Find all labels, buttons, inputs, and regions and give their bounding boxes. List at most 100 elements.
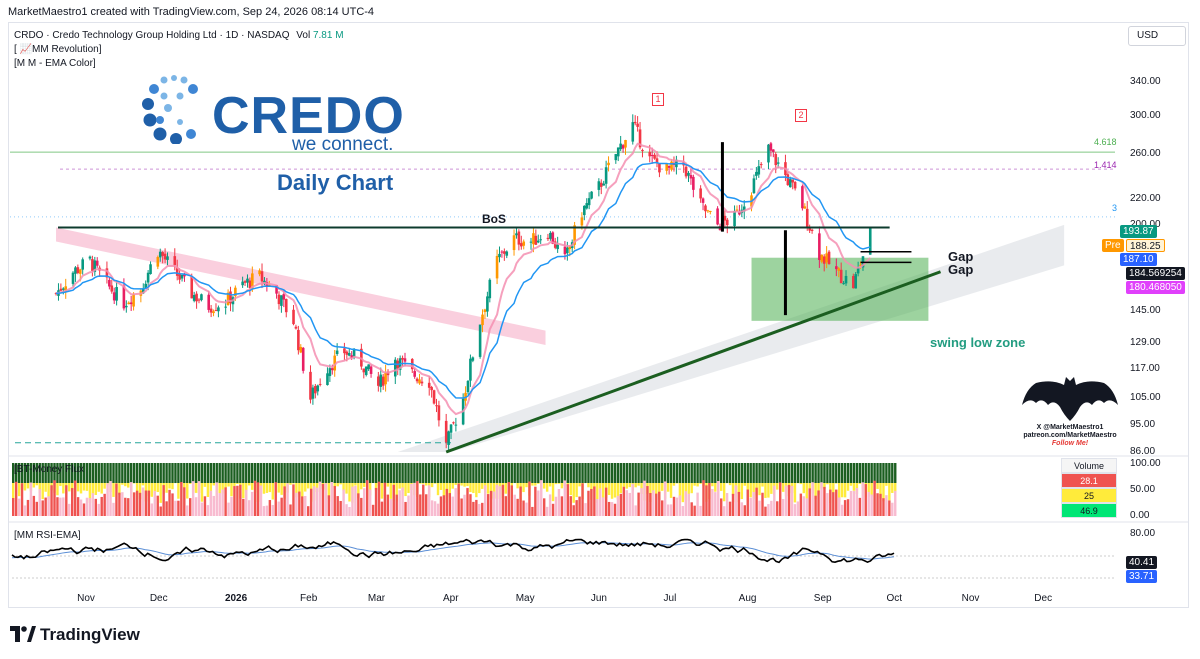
- mf-bar-neutral: [628, 483, 631, 488]
- mf-bar-neutral: [814, 483, 817, 500]
- mf-bar-buy: [218, 463, 221, 483]
- mf-bar-sell: [793, 504, 797, 516]
- mf-bar-sell: [451, 496, 454, 516]
- mf-bar-buy: [702, 463, 705, 483]
- mf-bar-sell: [401, 487, 404, 516]
- candle-body: [587, 198, 591, 206]
- mf-bar-neutral: [121, 483, 124, 485]
- mf-bar-neutral: [711, 483, 714, 487]
- mf-bar-sell: [764, 506, 767, 516]
- mf-bar-sell: [840, 504, 844, 516]
- mf-bar-buy: [852, 463, 856, 483]
- mf-bar-buy: [879, 463, 882, 483]
- mf-bar-buy: [486, 463, 490, 483]
- mf-bar-sell: [118, 492, 121, 516]
- mf-bar-sell: [855, 487, 859, 516]
- mf-bar-neutral: [65, 483, 68, 486]
- candle-body: [435, 405, 438, 407]
- candle-body: [687, 172, 690, 176]
- mf-bar-buy: [112, 463, 115, 483]
- mf-bar-neutral: [230, 483, 233, 497]
- mf-bar-sell: [478, 503, 481, 516]
- mf-bar-buy: [484, 463, 487, 483]
- mf-bar-buy: [109, 463, 112, 483]
- candle-body: [546, 237, 550, 240]
- indicator-legend-1[interactable]: [ 📈MM Revolution]: [14, 44, 102, 55]
- mf-bar-buy: [147, 463, 151, 483]
- mf-bar-sell: [227, 502, 230, 516]
- currency-selector[interactable]: USD: [1128, 26, 1186, 46]
- mf-bar-sell: [669, 504, 673, 516]
- mf-bar-sell: [481, 502, 484, 516]
- indicator-legend-2[interactable]: [M M - EMA Color]: [14, 58, 96, 69]
- candle-body: [78, 269, 82, 274]
- mf-bar-sell: [486, 494, 490, 516]
- mf-bar-sell: [130, 482, 133, 516]
- mf-bar-sell: [312, 486, 316, 516]
- candle-body: [706, 210, 710, 212]
- mf-bar-buy: [634, 463, 637, 483]
- mf-bar-buy: [501, 463, 505, 483]
- mf-bar-sell: [112, 502, 115, 516]
- fib-4618-label: 4.618: [1094, 137, 1117, 147]
- mf-bar-neutral: [203, 483, 207, 487]
- money-flux-legend[interactable]: [BT-Money Flux: [14, 464, 85, 475]
- mf-bar-sell: [643, 480, 646, 516]
- mf-bar-sell: [230, 496, 233, 516]
- mf-bar-neutral: [776, 483, 779, 490]
- mf-bar-buy: [843, 463, 847, 483]
- mf-bar-sell: [891, 502, 894, 516]
- mf-bar-sell: [510, 485, 513, 516]
- candle-body: [74, 267, 77, 274]
- mf-bar-sell: [475, 499, 478, 516]
- mf-bar-buy: [646, 463, 649, 483]
- mf-bar-buy: [672, 463, 676, 483]
- mf-bar-neutral: [770, 483, 773, 494]
- mf-bar-buy: [448, 463, 451, 483]
- mf-bar-buy: [97, 463, 100, 483]
- mf-bar-buy: [858, 463, 862, 483]
- mf-bar-neutral: [224, 483, 227, 489]
- mf-bar-neutral: [289, 483, 292, 485]
- candle-body: [488, 279, 492, 299]
- mf-bar-sell: [666, 504, 670, 516]
- mf-bar-neutral: [47, 483, 50, 500]
- tradingview-brand[interactable]: TradingView: [40, 625, 140, 644]
- candle-body: [585, 203, 589, 209]
- candle-body: [837, 268, 841, 271]
- mf-bar-neutral: [268, 483, 272, 493]
- rsi-ema-legend[interactable]: [MM RSI-EMA]: [14, 530, 81, 541]
- y-tick-label: 129.00: [1130, 336, 1161, 348]
- mf-bar-buy: [764, 463, 767, 483]
- mf-bar-sell: [368, 489, 372, 516]
- mf-bar-buy: [23, 463, 27, 483]
- mf-bar-sell: [472, 501, 475, 516]
- candle-body: [725, 219, 729, 226]
- candle-body: [195, 293, 198, 302]
- mf-bar-buy: [593, 463, 596, 483]
- candle-body: [616, 147, 620, 157]
- mf-bar-buy: [339, 463, 342, 483]
- mf-bar-sell: [637, 492, 640, 516]
- candle-body: [207, 294, 211, 310]
- mf-bar-neutral: [867, 483, 870, 497]
- mf-bar-buy: [616, 463, 620, 483]
- mf-bar-sell: [56, 497, 59, 516]
- mf-bar-buy: [73, 463, 77, 483]
- marker-1: 1: [652, 93, 664, 106]
- candle-body: [602, 183, 605, 186]
- candle-body: [505, 251, 509, 256]
- mf-bar-buy: [687, 463, 690, 483]
- mf-bar-buy: [17, 463, 21, 483]
- mf-bar-neutral: [885, 483, 888, 486]
- ema-fast-line: [55, 142, 871, 416]
- mf-bar-sell: [348, 506, 351, 516]
- mf-bar-neutral: [781, 483, 785, 492]
- mf-bar-buy: [248, 463, 251, 483]
- author-credit: MarketMaestro1 created with TradingView.…: [8, 6, 375, 18]
- candle-body: [318, 383, 322, 385]
- mf-bar-neutral: [891, 483, 894, 493]
- candle-body: [738, 211, 741, 215]
- mf-bar-buy: [717, 463, 720, 483]
